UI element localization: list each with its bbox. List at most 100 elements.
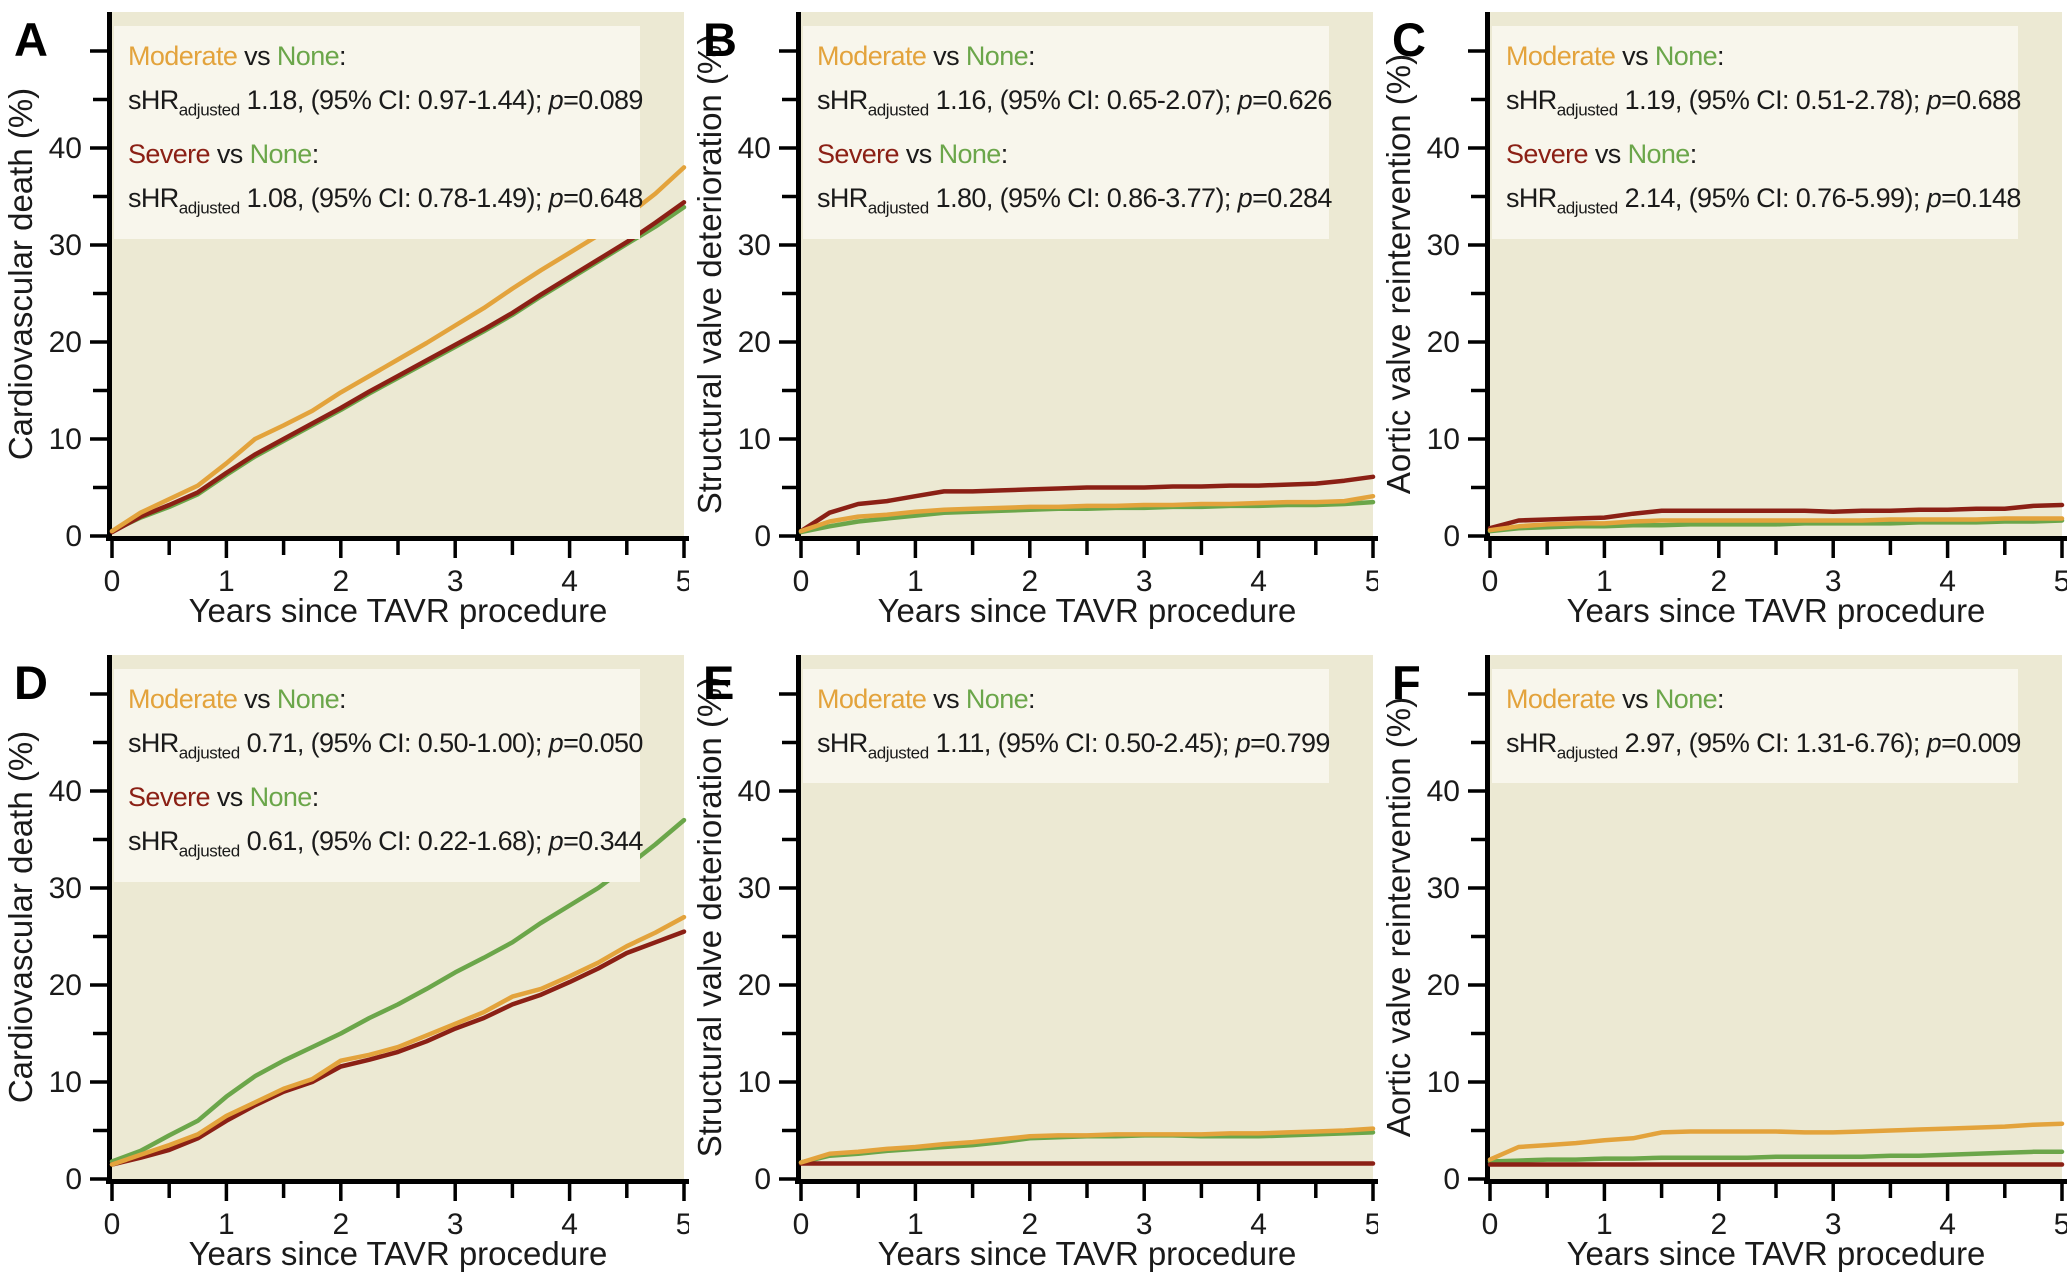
shr-label: sHR (817, 728, 868, 758)
svg-text:1: 1 (907, 1208, 924, 1241)
vs-text: vs (1587, 139, 1628, 170)
group-label-severe: Severe (128, 782, 211, 813)
svg-text:0: 0 (1443, 520, 1460, 553)
p-value: =0.688 (1941, 85, 2021, 115)
svg-text:10: 10 (1427, 423, 1460, 456)
p-label: p (1237, 183, 1253, 214)
shr-result-line: sHRadjusted 2.14, (95% CI: 0.76-5.99); p… (1506, 176, 2021, 230)
svg-text:30: 30 (49, 229, 82, 262)
shr-subscript: adjusted (867, 100, 929, 120)
y-axis-title: Structural valve deterioration (%) (691, 34, 728, 515)
x-axis-title: Years since TAVR procedure (1567, 592, 1986, 629)
y-axis-title: Aortic valve reintervention (%) (1380, 697, 1417, 1137)
estimate-text: 1.80, (95% CI: 0.86-3.77); (928, 183, 1238, 214)
curve-severe (109, 929, 687, 1167)
comparison-label: Severe vs None: (128, 775, 628, 819)
p-label: p (548, 85, 564, 115)
svg-text:2: 2 (1710, 565, 1727, 598)
group-label-none: None (1627, 139, 1691, 170)
svg-text:20: 20 (49, 326, 82, 359)
comparison-label: Severe vs None: (817, 132, 1317, 176)
shr-label: sHR (128, 826, 179, 857)
svg-text:40: 40 (1427, 775, 1460, 808)
x-tick-labels: 0 1 2 3 4 5 (1482, 1208, 2067, 1241)
shr-result-line: sHRadjusted 1.08, (95% CI: 0.78-1.49); p… (128, 176, 643, 230)
svg-text:10: 10 (49, 423, 82, 456)
group-label-severe: Severe (1506, 139, 1589, 170)
x-tick-labels: 0 1 2 3 4 5 (104, 1208, 689, 1241)
curve-none (109, 817, 687, 1164)
colon-text: : (1028, 684, 1035, 714)
svg-text:40: 40 (49, 132, 82, 165)
y-axis-title: Cardiovascular death (%) (2, 731, 39, 1103)
shr-subscript: adjusted (178, 841, 240, 861)
shr-label: sHR (817, 85, 868, 115)
stats-annotation-box: Moderate vs None: sHRadjusted 1.16, (95% … (803, 26, 1332, 239)
vs-text: vs (1615, 41, 1655, 71)
tick-marks (779, 692, 1375, 1201)
curve-none (798, 499, 1376, 535)
tick-marks (1468, 692, 2064, 1201)
shr-label: sHR (128, 728, 179, 758)
vs-text: vs (926, 41, 966, 71)
stats-annotation-box: Moderate vs None: sHRadjusted 1.18, (95% … (114, 26, 643, 239)
group-label-moderate: Moderate (817, 41, 927, 71)
curve-moderate (798, 1126, 1376, 1165)
svg-text:2: 2 (1021, 565, 1038, 598)
group-label-none: None (938, 139, 1002, 170)
vs-text: vs (209, 139, 250, 170)
p-label: p (548, 728, 564, 758)
tick-marks (90, 49, 686, 558)
svg-text:5: 5 (676, 565, 689, 598)
colon-text: : (311, 139, 319, 170)
estimate-text: 0.71, (95% CI: 0.50-1.00); (239, 728, 549, 758)
panel-letter: C (1392, 13, 1426, 66)
p-value: =0.626 (1252, 85, 1332, 115)
y-tick-labels: 0 10 20 30 40 (738, 132, 771, 553)
curve-severe (1487, 502, 2065, 531)
x-tick-labels: 0 1 2 3 4 5 (1482, 565, 2067, 598)
comparison-label: Severe vs None: (128, 132, 628, 176)
curves (798, 474, 1376, 535)
colon-text: : (1717, 684, 1724, 714)
axes (795, 655, 1378, 1184)
svg-text:3: 3 (1136, 1208, 1153, 1241)
comparison-label: Moderate vs None: (128, 677, 628, 721)
shr-subscript: adjusted (178, 100, 240, 120)
group-label-none: None (965, 684, 1029, 714)
panel-D: 0 10 20 30 40 0 1 2 3 4 5 Cardiovascular death (%) Y… (0, 643, 689, 1286)
shr-result-line: sHRadjusted 0.61, (95% CI: 0.22-1.68); p… (128, 819, 643, 873)
shr-label: sHR (1506, 728, 1557, 758)
svg-text:40: 40 (49, 775, 82, 808)
svg-text:10: 10 (738, 423, 771, 456)
x-tick-labels: 0 1 2 3 4 5 (793, 565, 1378, 598)
shr-result-line: sHRadjusted 1.19, (95% CI: 0.51-2.78); p… (1506, 78, 2021, 132)
shr-subscript: adjusted (1556, 100, 1618, 120)
vs-text: vs (237, 41, 277, 71)
stats-annotation-box: Moderate vs None: sHRadjusted 0.71, (95% … (114, 669, 643, 882)
svg-text:4: 4 (561, 1208, 578, 1241)
svg-text:4: 4 (561, 565, 578, 598)
svg-text:1: 1 (218, 565, 235, 598)
svg-text:4: 4 (1939, 1208, 1956, 1241)
svg-text:40: 40 (738, 775, 771, 808)
p-value: =0.284 (1252, 183, 1332, 214)
y-axis-title: Aortic valve reintervention (%) (1380, 54, 1417, 494)
x-axis-title: Years since TAVR procedure (189, 592, 608, 629)
svg-text:1: 1 (907, 565, 924, 598)
group-label-none: None (1654, 684, 1718, 714)
svg-text:5: 5 (2054, 1208, 2067, 1241)
y-tick-labels: 0 10 20 30 40 (738, 775, 771, 1196)
svg-text:2: 2 (1021, 1208, 1038, 1241)
svg-text:0: 0 (1482, 565, 1499, 598)
curves (1487, 502, 2065, 534)
y-tick-labels: 0 10 20 30 40 (1427, 775, 1460, 1196)
group-label-moderate: Moderate (128, 41, 238, 71)
colon-text: : (311, 782, 319, 813)
curves (109, 165, 687, 535)
svg-text:0: 0 (754, 1163, 771, 1196)
svg-text:5: 5 (1365, 565, 1378, 598)
svg-text:3: 3 (1825, 1208, 1842, 1241)
curve-moderate (109, 165, 687, 534)
p-value: =0.009 (1941, 728, 2021, 758)
